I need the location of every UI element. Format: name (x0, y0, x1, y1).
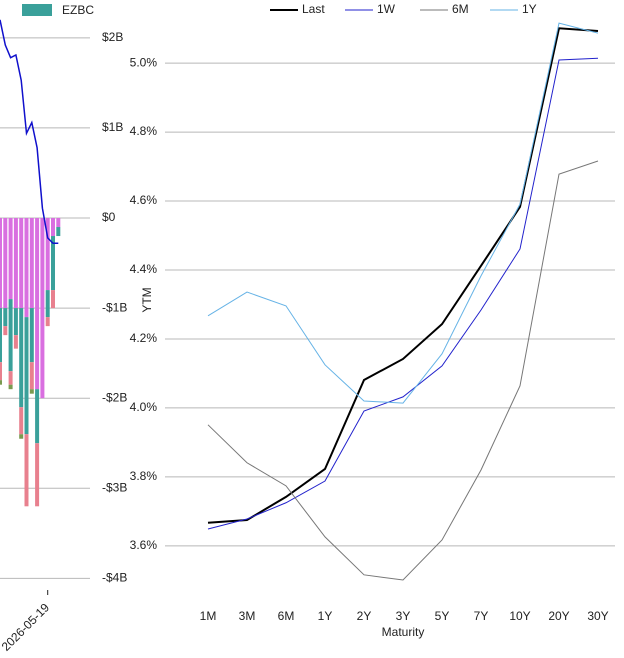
bar-segment (29, 218, 34, 309)
y-tick-label: 5.0% (130, 55, 158, 69)
bar-segment (29, 362, 34, 390)
y-tick-label: -$4B (102, 571, 127, 585)
y-axis-label: YTM (140, 287, 154, 312)
bar-segment (13, 308, 18, 336)
bar-segment (51, 290, 55, 309)
x-tick-label: 3M (239, 609, 256, 623)
bar-segment (19, 308, 24, 408)
x-tick-label: 5Y (435, 609, 450, 623)
bar-segment (8, 371, 13, 385)
x-tick-label: 2Y (357, 609, 372, 623)
bar-segment (19, 218, 24, 309)
bar-segment (29, 389, 34, 394)
line (207, 160, 599, 581)
bar-segment (13, 335, 18, 349)
y-tick-label: 4.4% (130, 262, 158, 276)
bar-segment (13, 218, 18, 309)
y-tick-label: 3.8% (130, 469, 158, 483)
bar-segment (56, 227, 61, 237)
bar-segment (51, 218, 55, 237)
bar-segment (3, 218, 8, 309)
bar-segment (8, 384, 13, 390)
x-tick-label: 2026-05-19 (0, 600, 52, 654)
bar-segment (3, 308, 8, 327)
x-axis-label: Maturity (382, 625, 425, 639)
bar-segment (19, 407, 24, 435)
y-tick-label: $2B (102, 30, 123, 44)
y-tick-label: 4.0% (130, 400, 158, 414)
line (207, 57, 599, 530)
y-tick-label: -$3B (102, 480, 127, 494)
legend-label: 1Y (522, 2, 537, 16)
bar-segment (35, 218, 40, 390)
bar-segment (35, 443, 40, 507)
y-tick-label: $0 (102, 210, 116, 224)
legend-label: 1W (377, 2, 396, 16)
bar-segment (0, 308, 2, 363)
bar-segment (3, 326, 8, 336)
bar-segment (45, 218, 50, 291)
y-tick-label: 4.2% (130, 331, 158, 345)
bar-segment (45, 317, 50, 327)
x-tick-label: 10Y (509, 609, 530, 623)
legend-label: Last (302, 2, 325, 16)
line (207, 27, 599, 524)
y-tick-label: 3.6% (130, 538, 158, 552)
bar-segment (24, 317, 29, 435)
legend-swatch (22, 4, 52, 16)
y-tick-label: 4.8% (130, 124, 158, 138)
x-tick-label: 30Y (587, 609, 608, 623)
bar-segment (40, 218, 45, 399)
line (0, 19, 59, 244)
line (207, 22, 599, 404)
bar-segment (56, 218, 61, 228)
y-tick-label: $1B (102, 120, 123, 134)
legend-label: EZBC (62, 3, 94, 17)
x-tick-label: 6M (278, 609, 295, 623)
bar-segment (51, 236, 55, 291)
bar-segment (24, 434, 29, 507)
bar-segment (24, 218, 29, 318)
bar-segment (45, 290, 50, 318)
bar-segment (8, 299, 13, 372)
x-tick-label: 1M (200, 609, 217, 623)
y-tick-label: -$2B (102, 390, 127, 404)
y-tick-label: 4.6% (130, 193, 158, 207)
x-tick-label: 20Y (548, 609, 569, 623)
y-tick-label: -$1B (102, 300, 127, 314)
legend-label: 6M (452, 2, 469, 16)
bar-segment (8, 218, 13, 300)
bar-segment (0, 362, 2, 381)
x-tick-label: 1Y (318, 609, 333, 623)
x-tick-label: 3Y (396, 609, 411, 623)
bar-segment (0, 218, 2, 309)
bar-segment (19, 434, 24, 439)
bar-segment (29, 308, 34, 363)
bar-segment (0, 380, 2, 385)
x-tick-label: 7Y (474, 609, 489, 623)
bar-segment (35, 389, 40, 444)
